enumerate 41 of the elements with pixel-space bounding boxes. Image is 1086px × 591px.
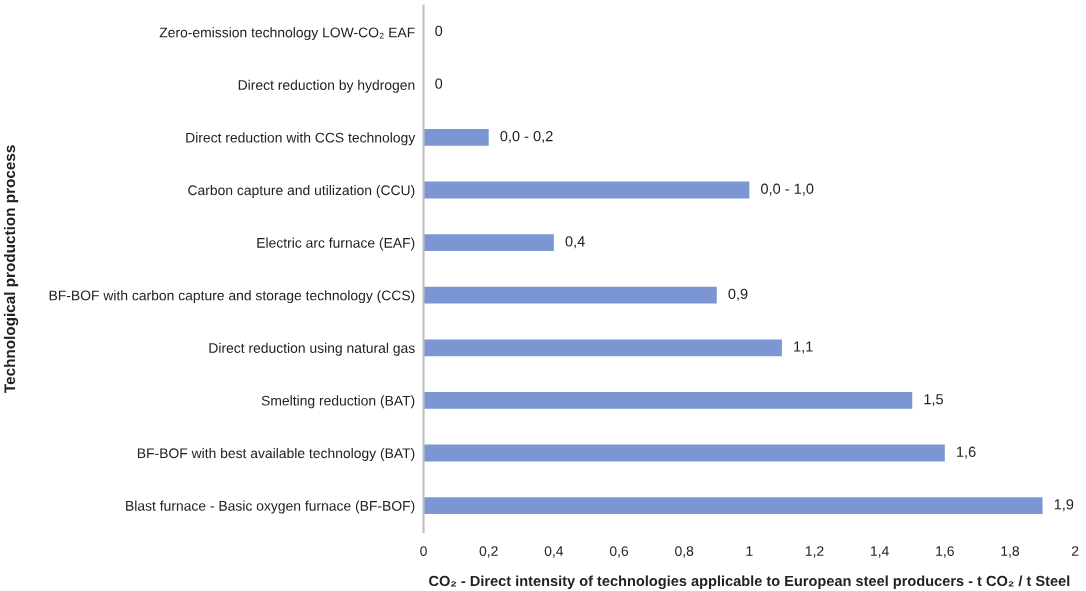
data-label: 0,9 <box>728 288 748 301</box>
x-tick-label: 1,2 <box>805 546 824 558</box>
annotation: 0,0 - 1,0 <box>761 183 814 196</box>
bar <box>423 234 554 252</box>
annotation: 0,0 - 0,2 <box>500 131 553 144</box>
x-tick-label: 2 <box>1071 546 1079 556</box>
bar <box>423 444 945 462</box>
bar <box>423 339 782 357</box>
x-tick-label: 0,4 <box>544 546 564 558</box>
data-label: 0 <box>435 25 443 37</box>
bar <box>423 128 489 146</box>
x-tick-label: 1,4 <box>871 546 889 558</box>
y-axis-title: Technological production process <box>3 145 19 393</box>
data-label: 1,1 <box>794 341 813 354</box>
y-tick-label: Carbon capture and utilization (CCU) <box>188 184 415 198</box>
x-tick-label: 0 <box>420 546 427 556</box>
bar <box>423 181 750 199</box>
bar <box>423 497 1043 515</box>
data-label: 0 <box>435 78 443 89</box>
y-tick-label: Blast furnace - Basic oxygen furnace (BF-BOF) <box>126 500 415 514</box>
data-label: 0,4 <box>565 236 585 249</box>
x-tick-label: 0,6 <box>609 546 629 558</box>
y-tick-label: BF-BOF with carbon capture and storage technology (CCS) <box>49 290 415 304</box>
x-tick-label: 0,8 <box>675 546 694 558</box>
y-tick-label: Smelting reduction (BAT) <box>261 395 415 409</box>
data-label: 1,5 <box>924 394 944 407</box>
bar <box>423 286 717 304</box>
y-tick-label: Direct reduction using natural gas <box>209 342 415 356</box>
x-axis-title: CO₂ - Direct intensity of technologies applicable to European steel producers - t CO₂ / t Steel <box>429 575 1070 590</box>
x-tick-label: 1 <box>746 546 753 556</box>
y-tick-label: Electric arc furnace (EAF) <box>257 237 415 251</box>
bar <box>423 391 913 409</box>
x-tick-label: 1,6 <box>936 546 954 558</box>
x-tick-label: 1,8 <box>1001 546 1020 558</box>
y-tick-label: Direct reduction by hydrogen <box>238 79 415 93</box>
data-label: 1,6 <box>957 446 976 459</box>
data-label: 1,9 <box>1054 499 1074 512</box>
y-tick-label: BF-BOF with best available technology (BAT) <box>137 447 415 461</box>
y-tick-label: Direct reduction with CCS technology <box>186 132 416 146</box>
y-tick-label: Zero-emission technology LOW-CO₂ EAF <box>159 27 415 41</box>
x-tick-label: 0,2 <box>479 546 498 558</box>
